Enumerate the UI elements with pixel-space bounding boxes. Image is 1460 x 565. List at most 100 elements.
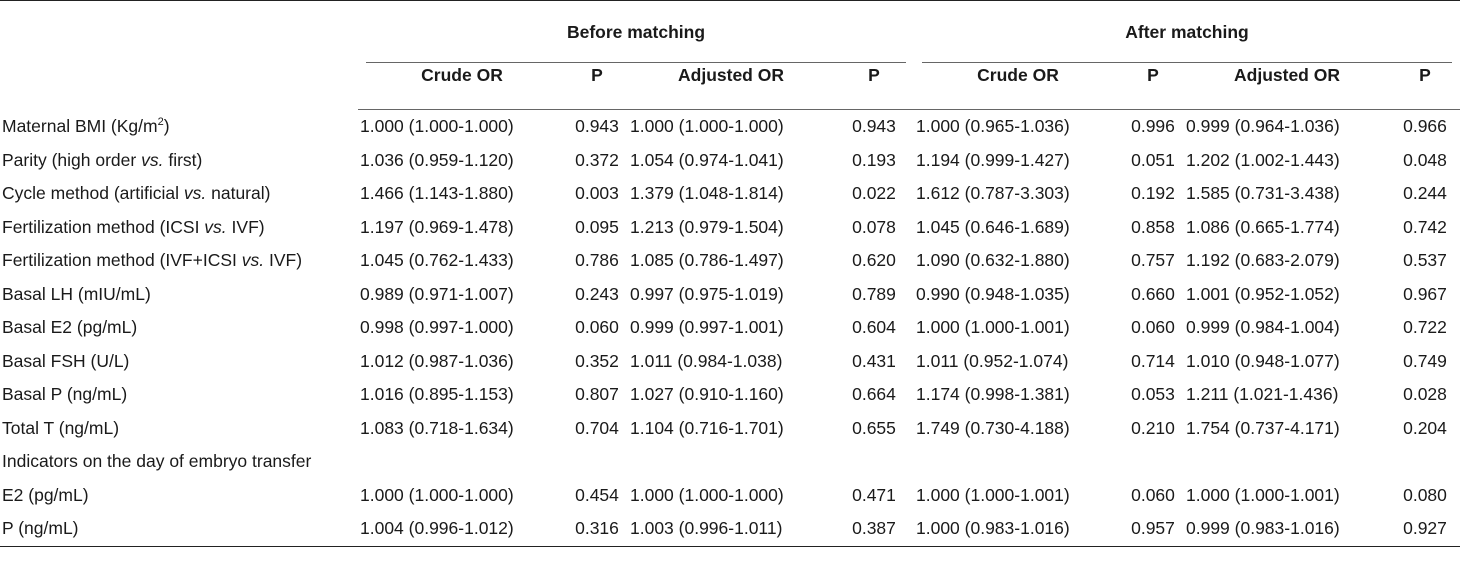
p-value-cell: 0.387 [852, 518, 896, 539]
or-cell: 1.085 (0.786-1.497) [630, 250, 784, 271]
or-cell: 1.000 (1.000-1.001) [916, 317, 1070, 338]
or-cell: 1.174 (0.998-1.381) [916, 384, 1070, 405]
row-label-text: Fertilization method (ICSI [2, 216, 205, 237]
p-value-cell: 0.060 [575, 317, 619, 338]
p-value-cell: 0.454 [575, 484, 619, 505]
p-value-cell: 0.537 [1403, 250, 1447, 271]
p-value-cell: 0.714 [1131, 350, 1175, 371]
or-cell: 1.192 (0.683-2.079) [1186, 250, 1340, 271]
col-header-crude-or: Crude OR [914, 63, 1122, 110]
row-label: P (ng/mL) [0, 512, 358, 546]
or-cell: 1.585 (0.731-3.438) [1186, 183, 1340, 204]
p-value-cell: 0.749 [1403, 350, 1447, 371]
or-cell: 1.010 (0.948-1.077) [1186, 350, 1340, 371]
table-row: Cycle method (artificial vs. natural) 1.4… [0, 177, 1460, 211]
or-cell: 1.466 (1.143-1.880) [360, 183, 514, 204]
row-label-text: Basal FSH (U/L) [2, 350, 130, 371]
p-value-cell: 0.048 [1403, 149, 1447, 170]
row-label: Cycle method (artificial vs. natural) [0, 177, 358, 211]
or-cell: 1.104 (0.716-1.701) [630, 417, 784, 438]
or-cell: 1.003 (0.996-1.011) [630, 518, 783, 539]
p-value-cell: 0.604 [852, 317, 896, 338]
col-header-p: P [1122, 63, 1184, 110]
or-cell: 0.998 (0.997-1.000) [360, 317, 514, 338]
p-value-cell: 0.722 [1403, 317, 1447, 338]
row-label: Fertilization method (IVF+ICSI vs. IVF) [0, 244, 358, 278]
table-row: E2 (pg/mL) 1.000 (1.000-1.000) 0.454 1.000 … [0, 479, 1460, 513]
p-value-cell: 0.060 [1131, 484, 1175, 505]
or-cell: 1.000 (1.000-1.001) [916, 484, 1070, 505]
col-header-p: P [1390, 63, 1460, 110]
or-cell: 1.000 (1.000-1.000) [360, 116, 514, 137]
p-value-cell: 0.927 [1403, 518, 1447, 539]
p-value-cell: 0.620 [852, 250, 896, 271]
p-value-cell: 0.244 [1403, 183, 1447, 204]
or-cell: 1.211 (1.021-1.436) [1186, 384, 1339, 405]
or-table: Before matching After matching Crude OR … [0, 0, 1460, 547]
or-cell: 0.997 (0.975-1.019) [630, 283, 784, 304]
p-value-cell: 0.316 [575, 518, 619, 539]
p-value-cell: 0.028 [1403, 384, 1447, 405]
col-header-adjusted-or: Adjusted OR [628, 63, 834, 110]
row-label: Basal FSH (U/L) [0, 345, 358, 379]
group-header-after: After matching [914, 1, 1460, 63]
p-value-cell: 0.053 [1131, 384, 1175, 405]
row-label-superscript: 2 [157, 116, 164, 128]
p-value-cell: 0.003 [575, 183, 619, 204]
p-value-cell: 0.080 [1403, 484, 1447, 505]
row-label-text: first) [163, 149, 203, 170]
row-label-text: E2 (pg/mL) [2, 484, 89, 505]
or-cell: 1.054 (0.974-1.041) [630, 149, 784, 170]
row-label: Basal E2 (pg/mL) [0, 311, 358, 345]
p-value-cell: 0.204 [1403, 417, 1447, 438]
table-row: Maternal BMI (Kg/m2) 1.000 (1.000-1.000) 0… [0, 110, 1460, 144]
table-row: Total T (ng/mL) 1.083 (0.718-1.634) 0.704 1… [0, 412, 1460, 446]
p-value-cell: 0.660 [1131, 283, 1175, 304]
table-row: Parity (high order vs. first) 1.036 (0.95… [0, 144, 1460, 178]
p-value-cell: 0.243 [575, 283, 619, 304]
table-row: Basal P (ng/mL) 1.016 (0.895-1.153) 0.807 1… [0, 378, 1460, 412]
empty-subheader [0, 63, 358, 110]
or-cell: 1.012 (0.987-1.036) [360, 350, 514, 371]
row-label-text: Basal LH (mIU/mL) [2, 283, 151, 304]
p-value-cell: 0.957 [1131, 518, 1175, 539]
row-label-text: Fertilization method (IVF+ICSI [2, 250, 242, 271]
or-cell: 1.000 (1.000-1.000) [630, 116, 784, 137]
p-value-cell: 0.786 [575, 250, 619, 271]
or-cell: 0.999 (0.997-1.001) [630, 317, 784, 338]
or-cell: 1.045 (0.762-1.433) [360, 250, 514, 271]
or-cell: 1.011 (0.952-1.074) [916, 350, 1069, 371]
row-label-text: P (ng/mL) [2, 518, 79, 539]
group-header-before: Before matching [358, 1, 914, 63]
row-label-italic: vs. [241, 250, 265, 271]
or-cell: 1.036 (0.959-1.120) [360, 149, 514, 170]
p-value-cell: 0.431 [852, 350, 896, 371]
section-label: Indicators on the day of embryo transfer [2, 451, 312, 472]
or-cell: 1.090 (0.632-1.880) [916, 250, 1070, 271]
row-label-text: IVF) [226, 216, 265, 237]
p-value-cell: 0.967 [1403, 283, 1447, 304]
row-label-italic: vs. [183, 183, 207, 204]
or-cell: 1.000 (1.000-1.000) [630, 484, 784, 505]
row-label-italic: vs. [141, 149, 164, 170]
p-value-cell: 0.742 [1403, 216, 1447, 237]
or-cell: 1.004 (0.996-1.012) [360, 518, 514, 539]
p-value-cell: 0.789 [852, 283, 896, 304]
row-label-text: Maternal BMI (Kg/m [2, 116, 158, 136]
row-label-text: Cycle method (artificial [2, 183, 184, 204]
col-header-adjusted-or: Adjusted OR [1184, 63, 1390, 110]
or-cell: 0.999 (0.964-1.036) [1186, 116, 1340, 137]
or-cell: 1.379 (1.048-1.814) [630, 183, 784, 204]
or-cell: 1.000 (0.965-1.036) [916, 116, 1070, 137]
table-row: P (ng/mL) 1.004 (0.996-1.012) 0.316 1.003 (… [0, 512, 1460, 546]
p-value-cell: 0.022 [852, 183, 896, 204]
p-value-cell: 0.966 [1403, 116, 1447, 137]
col-header-p: P [566, 63, 628, 110]
empty-header [0, 1, 358, 63]
p-value-cell: 0.757 [1131, 250, 1175, 271]
row-label-italic: vs. [204, 216, 227, 237]
or-cell: 1.001 (0.952-1.052) [1186, 283, 1340, 304]
or-cell: 1.086 (0.665-1.774) [1186, 216, 1340, 237]
or-cell: 1.754 (0.737-4.171) [1186, 417, 1340, 438]
or-cell: 1.202 (1.002-1.443) [1186, 149, 1340, 170]
